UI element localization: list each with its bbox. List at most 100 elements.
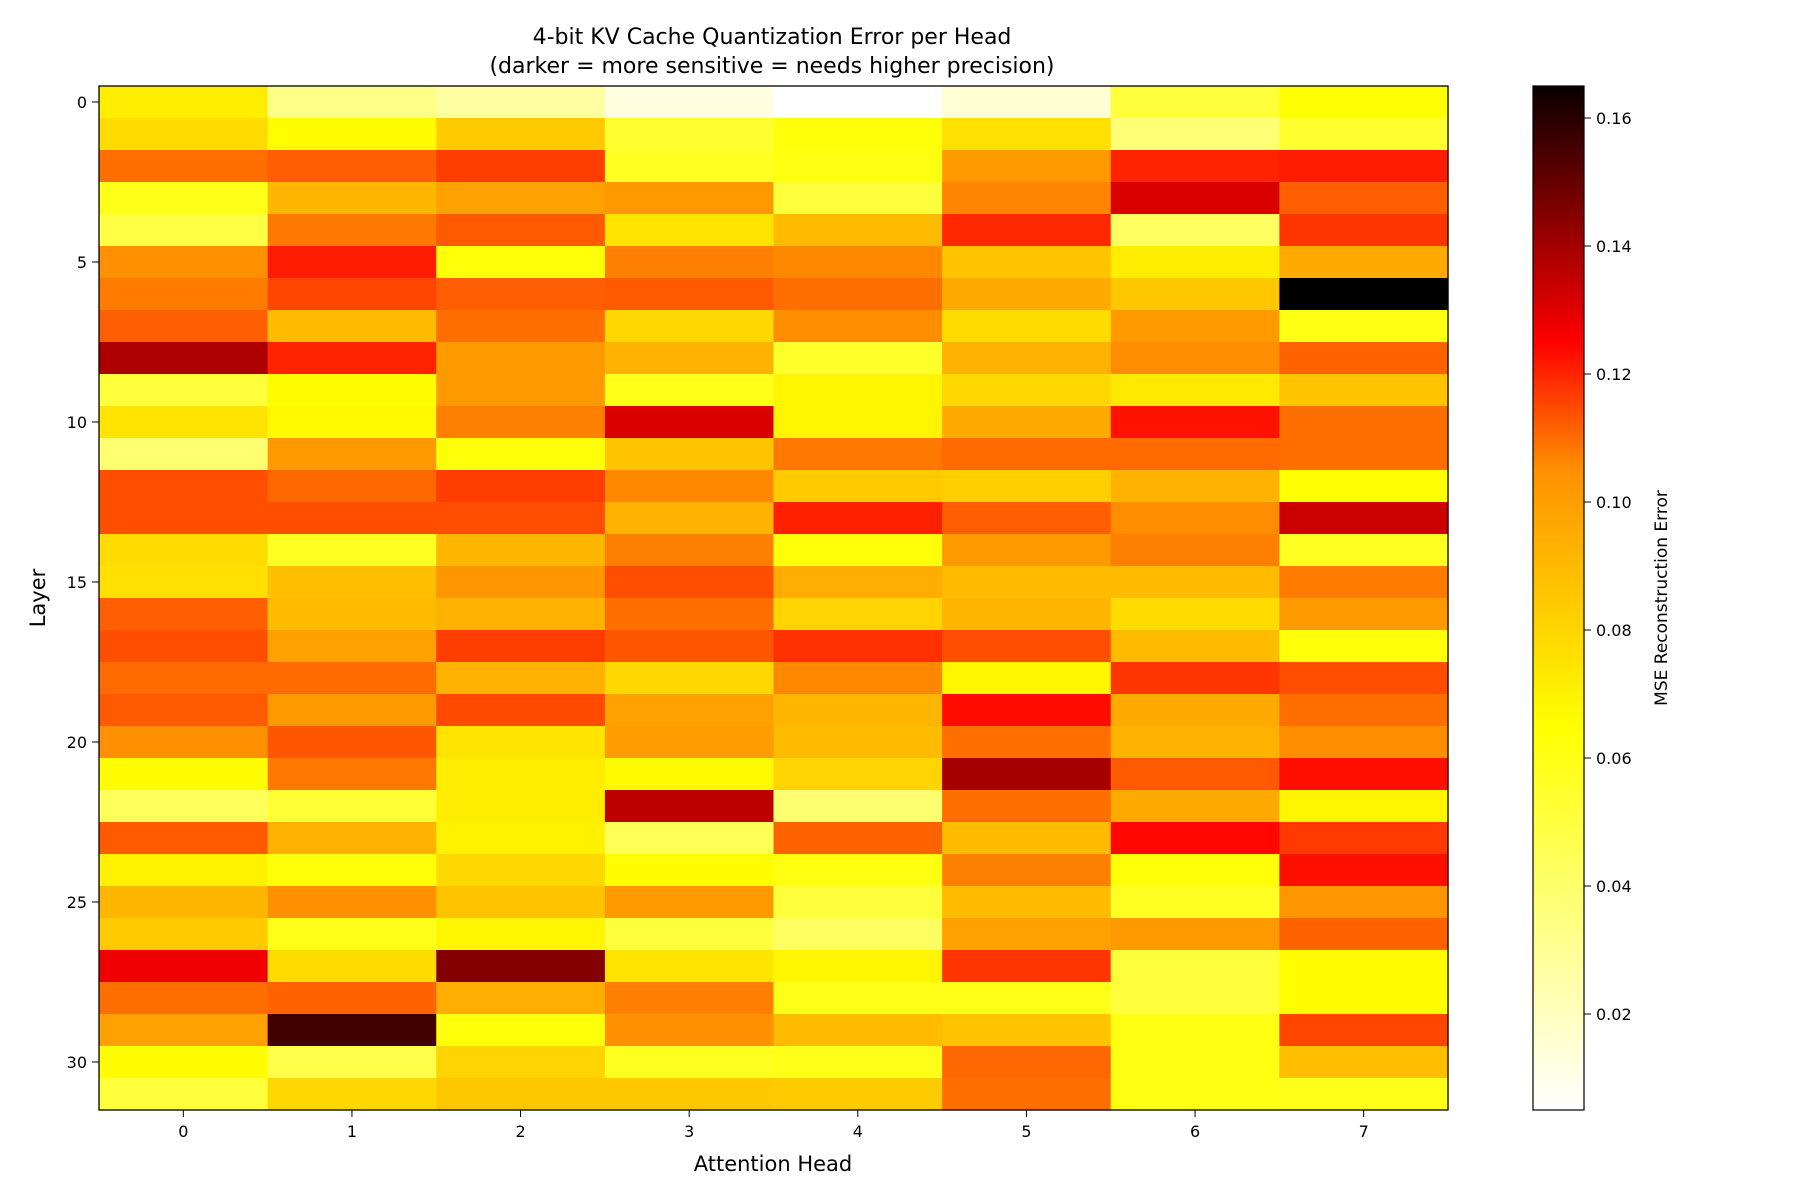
heatmap-cell xyxy=(99,278,269,311)
x-tick-label: 2 xyxy=(515,1122,525,1141)
heatmap-cell xyxy=(942,342,1112,375)
heatmap-cell xyxy=(436,630,606,663)
heatmap-cell xyxy=(99,598,269,631)
heatmap-cell xyxy=(773,1014,943,1047)
heatmap-cell xyxy=(604,374,775,407)
heatmap-cell xyxy=(436,822,606,855)
heatmap-cell xyxy=(604,822,775,855)
heatmap-cell xyxy=(267,918,437,951)
heatmap-cell xyxy=(436,342,606,375)
heatmap-cell xyxy=(773,1078,943,1111)
heatmap-cell xyxy=(1279,438,1449,471)
heatmap-cell xyxy=(267,1014,437,1047)
heatmap-cell xyxy=(604,854,775,887)
heatmap-cell xyxy=(436,1046,606,1079)
heatmap-cell xyxy=(773,86,943,119)
heatmap-cell xyxy=(942,214,1112,247)
heatmap-cell xyxy=(99,1078,269,1111)
heatmap-cell xyxy=(436,150,606,183)
heatmap-cell xyxy=(1110,150,1280,183)
heatmap-cell xyxy=(1110,470,1280,503)
heatmap-cell xyxy=(604,310,775,343)
heatmap-cell xyxy=(99,534,269,567)
y-tick-label: 15 xyxy=(67,573,87,592)
heatmap-cell xyxy=(1279,278,1449,311)
colorbar-tick-label: 0.06 xyxy=(1596,749,1632,768)
heatmap-cell xyxy=(1279,470,1449,503)
heatmap-cell xyxy=(1279,118,1449,151)
heatmap-cell xyxy=(267,246,437,279)
heatmap-cell xyxy=(942,758,1112,791)
heatmap-cell xyxy=(1110,86,1280,119)
heatmap-cell xyxy=(1110,950,1280,983)
heatmap-cell xyxy=(604,502,775,535)
colorbar xyxy=(1532,85,1585,1111)
heatmap-cell xyxy=(942,86,1112,119)
colorbar-tick-label: 0.02 xyxy=(1596,1005,1632,1024)
heatmap-cell xyxy=(773,566,943,599)
heatmap-cell xyxy=(1279,534,1449,567)
heatmap-cell xyxy=(436,374,606,407)
heatmap-cell xyxy=(99,1014,269,1047)
heatmap-cell xyxy=(1110,982,1280,1015)
heatmap-cell xyxy=(773,1046,943,1079)
heatmap-cell xyxy=(604,150,775,183)
heatmap-cell xyxy=(267,278,437,311)
heatmap-cell xyxy=(604,86,775,119)
heatmap-cell xyxy=(942,406,1112,439)
heatmap-cell xyxy=(942,374,1112,407)
heatmap-cell xyxy=(942,886,1112,919)
heatmap-cell xyxy=(1279,982,1449,1015)
heatmap-cell xyxy=(773,278,943,311)
heatmap-cell xyxy=(773,310,943,343)
colorbar-tick-label: 0.12 xyxy=(1596,365,1632,384)
heatmap-cell xyxy=(436,950,606,983)
heatmap-cell xyxy=(1279,566,1449,599)
heatmap-cell xyxy=(942,118,1112,151)
heatmap-cell xyxy=(436,246,606,279)
heatmap-cell xyxy=(436,1078,606,1111)
heatmap-cell xyxy=(773,886,943,919)
heatmap-cell xyxy=(604,598,775,631)
heatmap-cell xyxy=(604,630,775,663)
heatmap-cell xyxy=(1110,662,1280,695)
heatmap-cell xyxy=(267,86,437,119)
heatmap-cell xyxy=(436,502,606,535)
heatmap-cell xyxy=(604,278,775,311)
x-tick-label: 3 xyxy=(684,1122,694,1141)
heatmap-cell xyxy=(942,950,1112,983)
heatmap-cell xyxy=(942,662,1112,695)
heatmap-cell xyxy=(604,1046,775,1079)
heatmap-cell xyxy=(773,182,943,215)
heatmap-cell xyxy=(942,598,1112,631)
heatmap-cell xyxy=(1279,246,1449,279)
heatmap-cell xyxy=(99,726,269,759)
heatmap-cell xyxy=(604,566,775,599)
heatmap-cell xyxy=(942,982,1112,1015)
heatmap-cell xyxy=(99,374,269,407)
heatmap-cell xyxy=(99,758,269,791)
heatmap-cell xyxy=(436,470,606,503)
heatmap-cell xyxy=(942,310,1112,343)
heatmap-cell xyxy=(1110,278,1280,311)
heatmap-cell xyxy=(267,630,437,663)
heatmap-cell xyxy=(942,502,1112,535)
heatmap-cell xyxy=(604,246,775,279)
y-tick-label: 0 xyxy=(77,93,87,112)
heatmap-cell xyxy=(604,406,775,439)
heatmap-cell xyxy=(267,662,437,695)
heatmap-cell xyxy=(267,1046,437,1079)
heatmap-cell xyxy=(1279,694,1449,727)
heatmap-cell xyxy=(1279,502,1449,535)
heatmap-cell xyxy=(773,950,943,983)
heatmap-cell xyxy=(1110,1014,1280,1047)
heatmap-cell xyxy=(604,342,775,375)
heatmap-cell xyxy=(436,1014,606,1047)
heatmap-cell xyxy=(436,918,606,951)
heatmap-cell xyxy=(99,438,269,471)
heatmap-cell xyxy=(1110,342,1280,375)
heatmap-cell xyxy=(267,822,437,855)
heatmap-cell xyxy=(436,854,606,887)
heatmap-cell xyxy=(267,406,437,439)
heatmap-cell xyxy=(1279,918,1449,951)
